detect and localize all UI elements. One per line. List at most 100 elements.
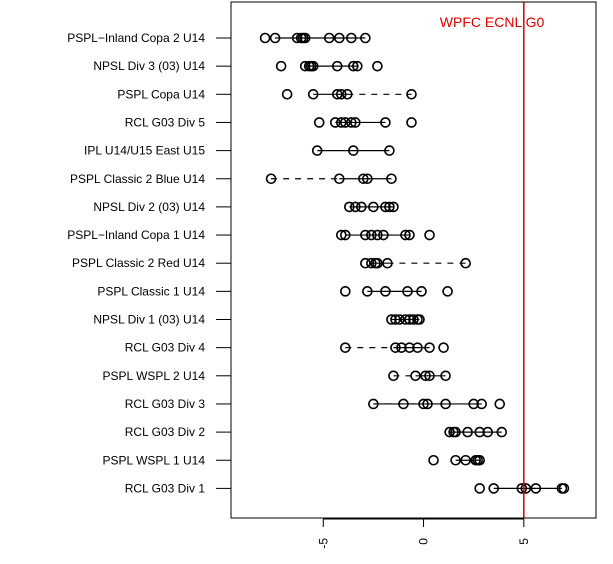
data-point: [440, 370, 451, 382]
data-point: [382, 257, 393, 269]
category-label: PSPL−Inland Copa 2 U14: [67, 31, 205, 45]
data-point: [462, 426, 473, 438]
data-point: [346, 117, 357, 128]
data-point: [259, 32, 271, 44]
segments-layer: [271, 37, 562, 489]
data-point: [396, 342, 407, 353]
data-point: [307, 89, 319, 100]
data-point: [412, 342, 423, 353]
category-label: PSPL WSPL 1 U14: [103, 453, 206, 467]
data-point: [424, 229, 435, 241]
data-point: [390, 342, 401, 353]
data-point: [368, 201, 379, 213]
data-point: [346, 32, 357, 44]
data-point: [388, 201, 399, 213]
data-point: [414, 314, 425, 325]
data-point: [368, 398, 379, 410]
data-point: [372, 257, 383, 269]
data-point: [420, 370, 431, 382]
data-point: [336, 89, 347, 100]
category-label: PSPL Classic 2 Blue U14: [70, 172, 205, 186]
category-label: PSPL Classic 2 Red U14: [72, 256, 205, 270]
data-point: [390, 314, 401, 325]
x-tick-label: 0: [417, 538, 431, 545]
data-point: [331, 60, 343, 72]
data-point: [386, 173, 397, 185]
data-point: [442, 286, 453, 297]
data-point: [450, 454, 461, 466]
data-point: [460, 454, 471, 466]
data-point: [438, 342, 449, 353]
data-point: [311, 145, 323, 156]
data-point: [520, 483, 532, 494]
data-point: [406, 117, 417, 128]
data-point: [400, 229, 411, 241]
data-point: [422, 398, 433, 410]
category-label: RCL G03 Div 2: [125, 425, 206, 439]
data-point: [360, 32, 371, 44]
data-point: [450, 426, 461, 438]
data-point: [476, 398, 487, 410]
data-point: [336, 229, 347, 241]
data-point: [460, 257, 471, 269]
data-point: [474, 426, 485, 438]
data-point: [474, 454, 485, 466]
data-point: [275, 60, 287, 72]
data-point: [360, 257, 371, 269]
data-point: [307, 60, 319, 72]
plot-area: WPFC ECNL G0: [259, 2, 570, 518]
data-point: [352, 60, 363, 72]
data-point: [388, 370, 399, 382]
data-point: [362, 173, 373, 185]
category-label: NPSL Div 1 (03) U14: [93, 313, 205, 327]
data-point: [299, 60, 311, 72]
data-point: [344, 201, 355, 213]
data-point: [378, 229, 389, 241]
data-point: [408, 314, 419, 325]
data-point: [265, 173, 277, 185]
data-point: [269, 32, 281, 44]
category-label: NPSL Div 3 (03) U14: [93, 59, 205, 73]
x-tick-label: -5: [316, 538, 330, 549]
data-point: [380, 117, 391, 128]
x-tick-label: 5: [517, 538, 531, 545]
category-label: PSPL Classic 1 U14: [97, 284, 205, 298]
category-label: RCL G03 Div 1: [125, 481, 206, 495]
category-label: RCL G03 Div 5: [125, 115, 206, 129]
data-point: [386, 314, 397, 325]
data-point: [404, 229, 415, 241]
data-point: [440, 398, 451, 410]
data-point: [404, 314, 415, 325]
data-point: [404, 342, 415, 353]
data-point: [336, 117, 347, 128]
data-point: [360, 229, 371, 241]
data-point: [530, 483, 542, 494]
data-point: [380, 286, 391, 297]
data-point: [342, 89, 353, 100]
data-point: [410, 370, 421, 382]
y-axis-ticks: [216, 37, 231, 489]
data-point: [340, 117, 351, 128]
data-point: [366, 257, 377, 269]
x-axis: -5 0 5: [316, 518, 531, 549]
data-point: [380, 201, 391, 213]
data-point: [350, 201, 361, 213]
data-point: [362, 286, 373, 297]
data-point: [474, 483, 485, 494]
data-point: [331, 89, 343, 100]
category-label: NPSL Div 2 (03) U14: [93, 200, 205, 214]
data-point: [398, 398, 409, 410]
data-point: [299, 32, 311, 44]
category-label: PSPL WSPL 2 U14: [103, 369, 206, 383]
data-point: [340, 286, 351, 297]
data-point: [333, 32, 345, 44]
data-point: [384, 201, 395, 213]
data-point: [494, 398, 506, 410]
data-point: [424, 370, 435, 382]
data-point: [372, 60, 383, 72]
data-point: [400, 314, 411, 325]
data-point: [558, 483, 570, 494]
data-point: [281, 89, 293, 100]
data-point: [488, 483, 500, 494]
